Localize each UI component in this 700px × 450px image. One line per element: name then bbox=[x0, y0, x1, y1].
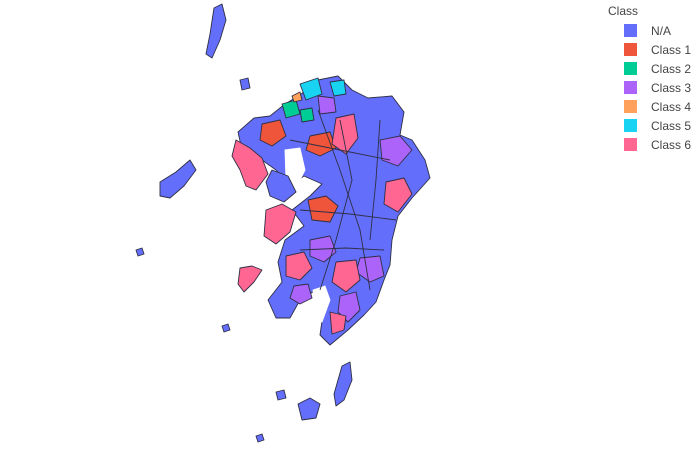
region-purple-north[interactable] bbox=[317, 95, 337, 115]
region-nishi-purple[interactable] bbox=[289, 283, 313, 305]
region-saga-red[interactable] bbox=[259, 119, 287, 147]
region-tanegashima[interactable] bbox=[333, 361, 353, 407]
region-iki[interactable] bbox=[239, 77, 251, 91]
legend-item-class-1[interactable]: Class 1 bbox=[608, 40, 698, 59]
region-small-island-west[interactable] bbox=[237, 265, 263, 293]
region-kitakyushu-cyan[interactable] bbox=[299, 77, 323, 101]
legend-item-class-2[interactable]: Class 2 bbox=[608, 59, 698, 78]
region-goto[interactable] bbox=[159, 159, 197, 199]
region-small-dot-c[interactable] bbox=[221, 323, 231, 333]
legend-label: Class 5 bbox=[651, 118, 692, 133]
legend-swatch bbox=[624, 100, 637, 113]
legend-swatch bbox=[624, 81, 637, 94]
region-kuchinoerabu[interactable] bbox=[275, 389, 287, 401]
legend-item-class-4[interactable]: Class 4 bbox=[608, 97, 698, 116]
region-small-dot-b[interactable] bbox=[135, 247, 145, 257]
legend-item-class-6[interactable]: Class 6 bbox=[608, 135, 698, 154]
legend-label: Class 1 bbox=[651, 42, 692, 57]
region-nagasaki-peninsula[interactable] bbox=[231, 139, 269, 191]
region-shimabara[interactable] bbox=[265, 169, 297, 203]
legend-item-class-3[interactable]: Class 3 bbox=[608, 78, 698, 97]
region-class2-b[interactable] bbox=[299, 107, 315, 123]
legend-label: N/A bbox=[651, 23, 672, 38]
region-oita[interactable] bbox=[379, 135, 413, 167]
legend-items: N/A Class 1 Class 2 Class 3 Class 4 Class 5 Cl… bbox=[608, 21, 698, 154]
region-kumamoto-red[interactable] bbox=[307, 195, 339, 223]
region-tsushima[interactable] bbox=[205, 3, 227, 59]
municipal-borders bbox=[289, 109, 397, 291]
legend-item-class-5[interactable]: Class 5 bbox=[608, 116, 698, 135]
legend-label: Class 4 bbox=[651, 99, 692, 114]
legend-swatch bbox=[624, 24, 637, 37]
legend-item-na[interactable]: N/A bbox=[608, 21, 698, 40]
region-kagoshima-mid[interactable] bbox=[331, 259, 361, 293]
legend-swatch bbox=[624, 119, 637, 132]
legend-label: Class 6 bbox=[651, 137, 692, 152]
region-osumi-pink[interactable] bbox=[329, 311, 347, 335]
region-class2-a[interactable] bbox=[281, 99, 301, 119]
region-amakusa[interactable] bbox=[263, 203, 297, 245]
region-cyan-east[interactable] bbox=[329, 79, 347, 97]
legend: Class N/A Class 1 Class 2 Class 3 Class 4 Cla… bbox=[608, 2, 698, 154]
legend-swatch bbox=[624, 138, 637, 151]
region-fukuoka-pink[interactable] bbox=[331, 113, 359, 155]
region-kagoshima-bay bbox=[312, 285, 331, 323]
region-small-dot-a[interactable] bbox=[255, 433, 265, 443]
region-satsuma[interactable] bbox=[285, 251, 313, 281]
legend-swatch bbox=[624, 62, 637, 75]
legend-label: Class 3 bbox=[651, 80, 692, 95]
legend-swatch bbox=[624, 43, 637, 56]
region-saiki[interactable] bbox=[383, 177, 413, 213]
legend-title: Class bbox=[608, 4, 639, 18]
choropleth-map[interactable] bbox=[0, 0, 600, 450]
region-osumi-purple[interactable] bbox=[337, 291, 361, 323]
region-yakushima[interactable] bbox=[297, 397, 321, 421]
region-class4[interactable] bbox=[291, 91, 303, 103]
legend-label: Class 2 bbox=[651, 61, 692, 76]
